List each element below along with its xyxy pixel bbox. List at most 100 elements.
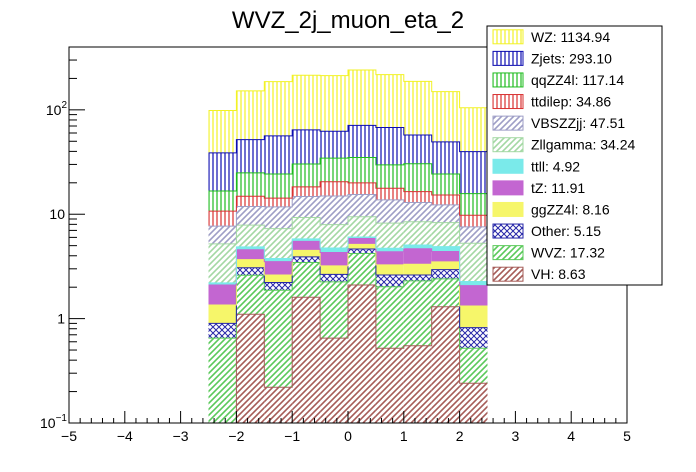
legend-entry: ggZZ4l: 8.16: [492, 201, 610, 217]
bar: [375, 248, 404, 252]
bar: [264, 174, 293, 199]
legend-swatch: [492, 137, 524, 153]
x-tick-label: −2: [228, 428, 244, 444]
bar: [264, 228, 293, 259]
legend-entry: VH: 8.63: [492, 266, 586, 282]
chart-title: WVZ_2j_muon_eta_2: [232, 7, 464, 34]
x-tick-label: 4: [567, 428, 575, 444]
bar: [459, 383, 488, 423]
series-wvz: [208, 253, 488, 423]
bar: [292, 238, 321, 242]
x-tick-label: 2: [456, 428, 464, 444]
bar: [403, 163, 432, 192]
legend-entry: Zllgamma: 34.24: [492, 137, 635, 153]
bar: [375, 223, 404, 249]
bar: [236, 139, 265, 173]
series-outline: [208, 157, 488, 195]
series-ttdilep: [208, 181, 488, 227]
bar: [208, 338, 237, 423]
legend-entry: Zjets: 293.10: [492, 50, 612, 66]
legend-swatch: [492, 94, 524, 110]
x-tick-label: −4: [117, 428, 133, 444]
bar: [292, 297, 321, 423]
bar: [236, 314, 265, 423]
bar: [236, 196, 265, 207]
bar: [208, 282, 237, 285]
bar: [403, 248, 432, 265]
bar: [348, 157, 376, 183]
legend-label: tZ: 11.91: [531, 180, 585, 196]
bar: [403, 221, 432, 246]
bar: [264, 387, 293, 423]
legend-swatch: [492, 201, 524, 217]
bar: [236, 259, 265, 268]
bar: [292, 250, 321, 257]
bar: [208, 211, 237, 227]
bar: [403, 245, 432, 249]
bar: [431, 141, 460, 174]
x-tick-label: 5: [623, 428, 631, 444]
legend-entry: ttll: 4.92: [492, 158, 580, 174]
series-outline: [208, 124, 488, 154]
y-tick-label: 10: [49, 206, 65, 222]
bar: [264, 135, 293, 175]
series-outline: [208, 284, 488, 424]
legend-label: qqZZ4l: 117.14: [531, 72, 624, 88]
bar: [459, 243, 488, 282]
legend-entry: Other: 5.15: [492, 223, 601, 239]
bar: [348, 253, 376, 285]
bar: [431, 269, 460, 279]
bar: [403, 81, 432, 135]
legend-swatch: [492, 180, 524, 196]
bar: [431, 194, 460, 205]
bar: [431, 222, 460, 247]
series-outline: [208, 194, 488, 228]
bar: [320, 274, 348, 282]
bar: [431, 251, 460, 262]
bar: [320, 158, 348, 182]
bar: [320, 131, 348, 159]
bar: [375, 286, 404, 349]
bar: [459, 107, 488, 152]
bar: [403, 134, 432, 164]
bar: [375, 348, 404, 423]
y-tick-label: 1: [57, 311, 65, 327]
bar: [208, 110, 237, 153]
series-other: [208, 248, 488, 349]
bar: [320, 181, 348, 197]
legend-label: ggZZ4l: 8.16: [531, 201, 610, 217]
bar: [236, 246, 265, 250]
bar: [292, 256, 321, 263]
series-vh: [236, 284, 488, 423]
bar: [403, 280, 432, 346]
bar: [431, 91, 460, 142]
bar: [208, 323, 237, 339]
y-tick-label: 10−1: [40, 413, 67, 431]
legend-swatch: [492, 223, 524, 239]
series-outline: [208, 243, 488, 307]
x-tick-label: −5: [61, 428, 77, 444]
bar: [348, 237, 376, 239]
series-zjets: [208, 125, 488, 194]
bar: [459, 281, 488, 286]
bar: [431, 306, 460, 423]
legend-swatch: [492, 115, 524, 131]
series-qqzz4l: [208, 157, 488, 216]
series-wz: [208, 69, 488, 153]
bar: [348, 194, 376, 217]
legend-label: VH: 8.63: [531, 266, 586, 282]
legend-swatch: [492, 72, 524, 88]
series-ggzz4l: [208, 244, 488, 328]
legend-label: Zjets: 293.10: [531, 50, 612, 66]
bar: [208, 305, 237, 324]
legend-entry: VBSZZjj: 47.51: [492, 115, 625, 131]
bar: [403, 345, 432, 423]
bar: [459, 151, 488, 194]
bar: [320, 75, 348, 132]
bar: [320, 252, 348, 266]
legend-entry: qqZZ4l: 117.14: [492, 72, 624, 88]
bar: [292, 163, 321, 187]
series-zllgamma: [208, 216, 488, 283]
bar: [431, 278, 460, 307]
